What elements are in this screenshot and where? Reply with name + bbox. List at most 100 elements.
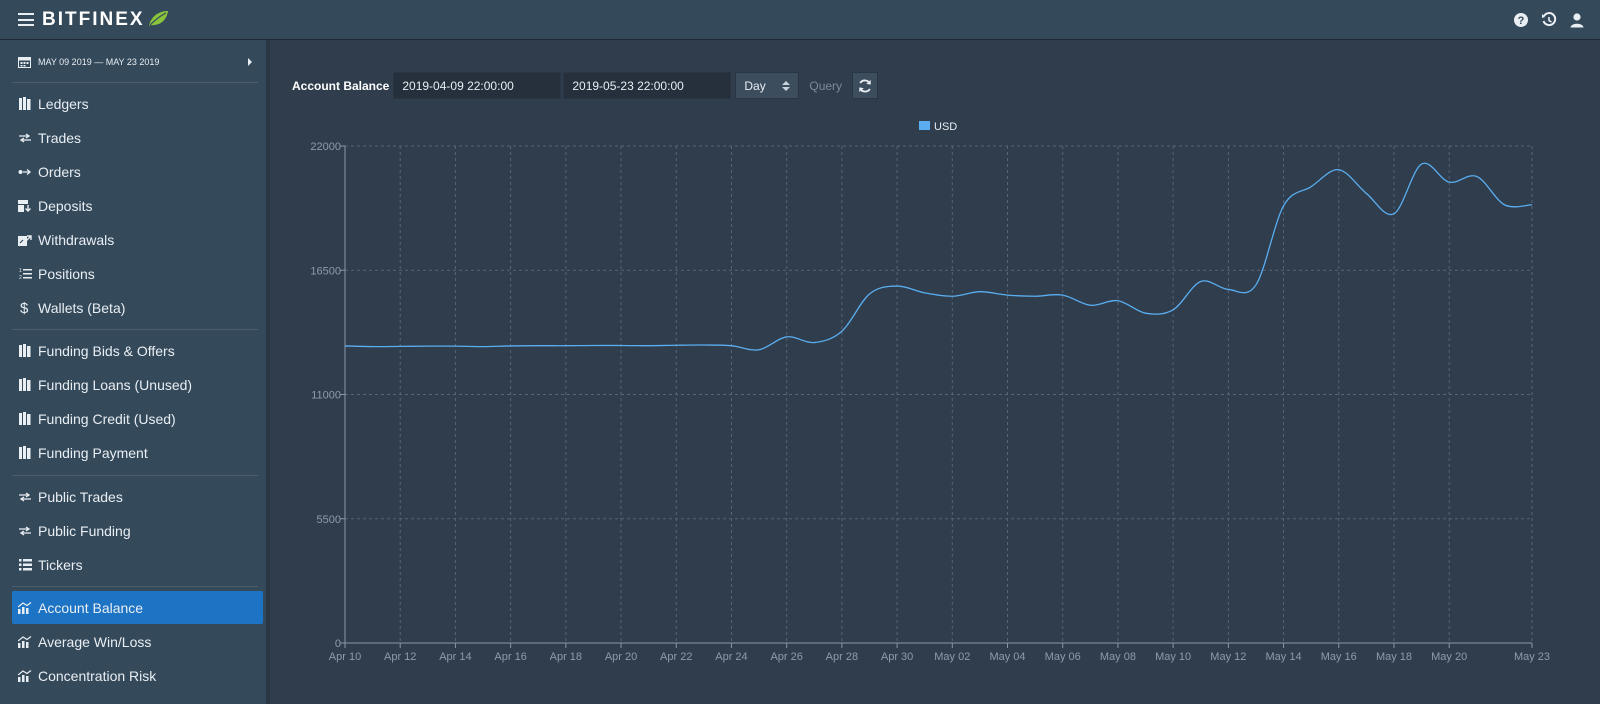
end-date-input[interactable]: 2019-05-23 22:00:00 <box>563 72 732 99</box>
divider <box>12 475 258 476</box>
y-tick-label: 0 <box>335 638 341 650</box>
funding-icon <box>18 412 32 426</box>
start-date-input[interactable]: 2019-04-09 22:00:00 <box>393 72 562 99</box>
top-bar: BITFINEX ? <box>0 0 1600 40</box>
sidebar-item-label: Funding Payment <box>38 444 148 461</box>
list-icon <box>18 558 32 572</box>
divider <box>12 586 258 587</box>
refresh-button[interactable] <box>852 72 879 99</box>
x-tick-label: Apr 14 <box>439 651 471 663</box>
select-caret-icon <box>782 80 791 91</box>
sidebar-item-positions[interactable]: 1 2 Positions <box>12 257 263 290</box>
y-tick-label: 11000 <box>311 390 341 402</box>
sidebar-item-wallets-beta[interactable]: $ Wallets (Beta) <box>12 291 263 324</box>
divider <box>12 329 258 330</box>
withdrawals-icon <box>18 233 32 247</box>
query-button[interactable]: Query <box>809 78 843 93</box>
dollar-icon: $ <box>18 300 32 315</box>
sidebar-item-label: Tickers <box>38 556 83 573</box>
trades-icon <box>18 131 32 145</box>
sidebar-item-funding-bids-offers[interactable]: Funding Bids & Offers <box>12 334 263 367</box>
history-icon[interactable] <box>1540 11 1558 29</box>
legend-label: USD <box>934 121 957 133</box>
legend-swatch <box>919 121 930 130</box>
sidebar-item-label: Public Funding <box>38 522 131 539</box>
trades-icon <box>18 490 32 504</box>
orders-icon <box>18 165 32 179</box>
x-tick-label: Apr 22 <box>660 651 692 663</box>
ledgers-icon <box>18 97 32 111</box>
deposits-icon <box>18 199 32 213</box>
calendar-icon <box>18 57 31 68</box>
x-tick-label: May 14 <box>1266 651 1302 663</box>
sidebar-item-average-win-loss[interactable]: Average Win/Loss <box>12 625 263 658</box>
funding-icon <box>18 446 32 460</box>
sidebar-item-label: Funding Credit (Used) <box>38 410 176 427</box>
x-tick-label: Apr 28 <box>826 651 858 663</box>
y-tick-label: 5500 <box>317 514 341 526</box>
sidebar-item-label: Ledgers <box>38 95 89 112</box>
divider <box>12 82 258 83</box>
x-tick-label: Apr 18 <box>550 651 582 663</box>
y-tick-label: 22000 <box>310 141 341 153</box>
x-tick-label: Apr 24 <box>715 651 747 663</box>
sidebar-item-ledgers[interactable]: Ledgers <box>12 87 263 120</box>
x-tick-label: Apr 20 <box>605 651 637 663</box>
x-tick-label: May 18 <box>1376 651 1412 663</box>
funding-icon <box>18 378 32 392</box>
main-content: Account Balance 2019-04-09 22:00:00 2019… <box>274 40 1600 704</box>
sidebar-item-label: Concentration Risk <box>38 667 157 684</box>
menu-icon[interactable] <box>18 13 34 26</box>
sidebar-item-withdrawals[interactable]: Withdrawals <box>12 223 263 256</box>
sidebar: MAY 09 2019 — MAY 23 2019 Ledgers Trades O… <box>0 40 270 704</box>
user-icon[interactable] <box>1568 11 1586 29</box>
svg-text:2: 2 <box>19 275 22 280</box>
query-bar: Account Balance 2019-04-09 22:00:00 2019… <box>292 72 879 99</box>
timeframe-value: Day <box>744 78 766 93</box>
svg-text:$: $ <box>20 300 29 315</box>
svg-text:?: ? <box>1518 15 1525 27</box>
x-tick-label: Apr 10 <box>329 651 361 663</box>
sidebar-item-tickers[interactable]: Tickers <box>12 548 263 581</box>
sidebar-item-deposits[interactable]: Deposits <box>12 189 263 222</box>
x-tick-label: May 06 <box>1045 651 1081 663</box>
sidebar-item-funding-credit-used[interactable]: Funding Credit (Used) <box>12 402 263 435</box>
series-line-usd <box>344 162 1533 351</box>
sidebar-item-public-funding[interactable]: Public Funding <box>12 514 263 547</box>
trades-icon <box>18 524 32 538</box>
query-title: Account Balance <box>292 78 390 93</box>
svg-text:1: 1 <box>19 268 22 274</box>
sidebar-item-funding-loans-unused[interactable]: Funding Loans (Unused) <box>12 368 263 401</box>
x-tick-label: Apr 30 <box>881 651 913 663</box>
y-tick-label: 16500 <box>310 265 341 277</box>
help-icon[interactable]: ? <box>1512 11 1530 29</box>
sidebar-item-label: Account Balance <box>38 599 144 616</box>
x-tick-label: May 20 <box>1431 651 1467 663</box>
sidebar-item-trades[interactable]: Trades <box>12 121 263 154</box>
caret-right-icon <box>248 58 252 66</box>
x-tick-label: May 12 <box>1210 651 1246 663</box>
sidebar-item-account-balance[interactable]: Account Balance <box>12 591 263 624</box>
sidebar-item-label: Funding Loans (Unused) <box>38 376 193 393</box>
chart-icon <box>18 635 32 649</box>
sidebar-item-concentration-risk[interactable]: Concentration Risk <box>12 659 263 692</box>
leaf-icon <box>148 11 168 26</box>
x-tick-label: May 16 <box>1321 651 1357 663</box>
x-tick-label: May 02 <box>934 651 970 663</box>
timeframe-select[interactable]: Day <box>735 72 800 99</box>
sidebar-item-label: Positions <box>38 265 95 282</box>
account-balance-chart: 0 5500 11000 16500 22000 Apr 10 Apr 12 Apr 14 Ap… <box>310 121 1550 663</box>
date-range-label: MAY 09 2019 — MAY 23 2019 <box>38 57 160 67</box>
logo[interactable]: BITFINEX <box>42 9 169 31</box>
logo-text: BITFINEX <box>42 9 145 30</box>
sidebar-item-label: Public Trades <box>38 488 123 505</box>
sidebar-item-label: Deposits <box>38 197 93 214</box>
sidebar-item-orders[interactable]: Orders <box>12 155 263 188</box>
date-range-selector[interactable]: MAY 09 2019 — MAY 23 2019 <box>18 52 258 72</box>
x-tick-label: Apr 16 <box>494 651 526 663</box>
sidebar-item-label: Withdrawals <box>38 231 115 248</box>
sidebar-item-public-trades[interactable]: Public Trades <box>12 480 263 513</box>
sidebar-item-label: Average Win/Loss <box>38 633 152 650</box>
chart-icon <box>18 669 32 683</box>
sidebar-item-funding-payment[interactable]: Funding Payment <box>12 436 263 469</box>
